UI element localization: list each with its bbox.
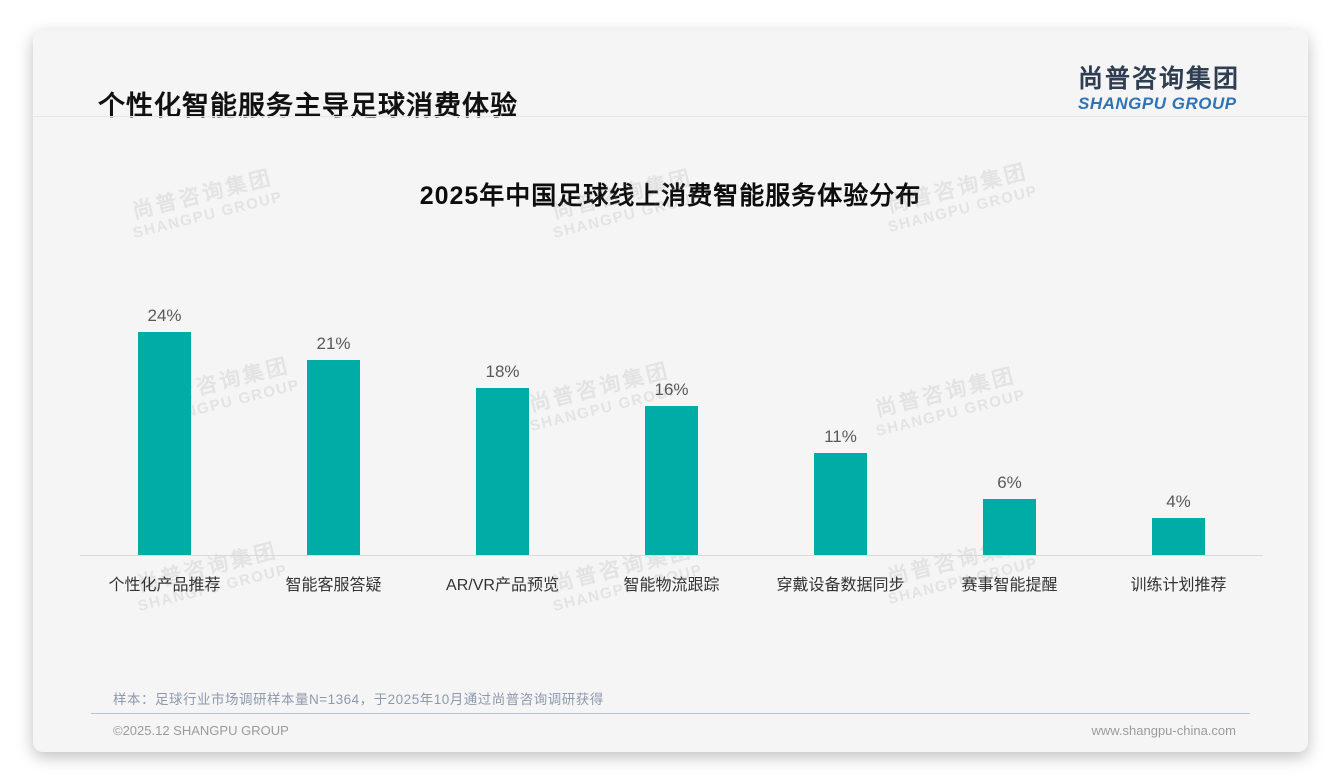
bar-column: 24%	[80, 306, 249, 555]
bar-value-label: 16%	[654, 380, 689, 399]
bar	[138, 332, 191, 555]
bar-chart: 24% 21% 18% 16% 11% 6% 4% 个性化产品推荐 智能客服答疑 AR/VR产品…	[80, 300, 1263, 595]
bar-value-label: 11%	[824, 427, 857, 446]
website-url: www.shangpu-china.com	[1091, 723, 1236, 738]
sample-footnote: 样本：足球行业市场调研样本量N=1364，于2025年10月通过尚普咨询调研获得	[113, 692, 604, 707]
page-title: 个性化智能服务主导足球消费体验	[98, 91, 518, 121]
bar-category-label: AR/VR产品预览	[446, 577, 559, 594]
bar	[814, 453, 867, 555]
bar-category-label: 智能物流跟踪	[623, 577, 720, 594]
bar-column: 16%	[587, 380, 756, 555]
bar-category-label: 赛事智能提醒	[961, 577, 1058, 594]
copyright-text: ©2025.12 SHANGPU GROUP	[113, 723, 289, 738]
chart-title: 2025年中国足球线上消费智能服务体验分布	[419, 182, 922, 210]
company-logo: 尚普咨询集团 SHANGPU GROUP	[1078, 60, 1240, 114]
logo-text-chinese: 尚普咨询集团	[1077, 65, 1240, 93]
bar	[1152, 518, 1205, 555]
bar-column: 21%	[249, 334, 418, 555]
footer: ©2025.12 SHANGPU GROUP www.shangpu-china…	[113, 723, 1236, 738]
bar-value-label: 4%	[1166, 492, 1191, 511]
bar-value-label: 18%	[485, 362, 520, 381]
bar-category-label: 智能客服答疑	[285, 577, 382, 594]
bar	[307, 360, 360, 555]
bar-value-label: 21%	[316, 334, 351, 353]
bar-column: 11%	[756, 427, 925, 555]
header-divider	[33, 116, 1308, 117]
bar-column: 18%	[418, 362, 587, 555]
bar	[983, 499, 1036, 555]
background-watermark: 尚普咨询集团 SHANGPU GROUP	[880, 158, 1039, 236]
bar-column: 6%	[925, 473, 1094, 555]
logo-text-english: SHANGPU GROUP	[1077, 93, 1237, 113]
slide-card: 个性化智能服务主导足球消费体验 尚普咨询集团 SHANGPU GROUP 202…	[33, 30, 1308, 752]
bar-category-label: 训练计划推荐	[1130, 577, 1227, 594]
header: 个性化智能服务主导足球消费体验 尚普咨询集团 SHANGPU GROUP	[98, 60, 1240, 142]
bar-category-label: 穿戴设备数据同步	[776, 577, 905, 594]
category-labels-row: 个性化产品推荐 智能客服答疑 AR/VR产品预览 智能物流跟踪 穿戴设备数据同步 赛事智能…	[80, 556, 1263, 595]
bars-row: 24% 21% 18% 16% 11% 6% 4%	[80, 300, 1263, 556]
footer-divider	[91, 713, 1250, 714]
bar-category-label: 个性化产品推荐	[108, 577, 221, 594]
bar-value-label: 24%	[147, 306, 182, 325]
bar	[645, 406, 698, 555]
bar-value-label: 6%	[997, 473, 1022, 492]
bar-column: 4%	[1094, 492, 1263, 555]
bar	[476, 388, 529, 555]
